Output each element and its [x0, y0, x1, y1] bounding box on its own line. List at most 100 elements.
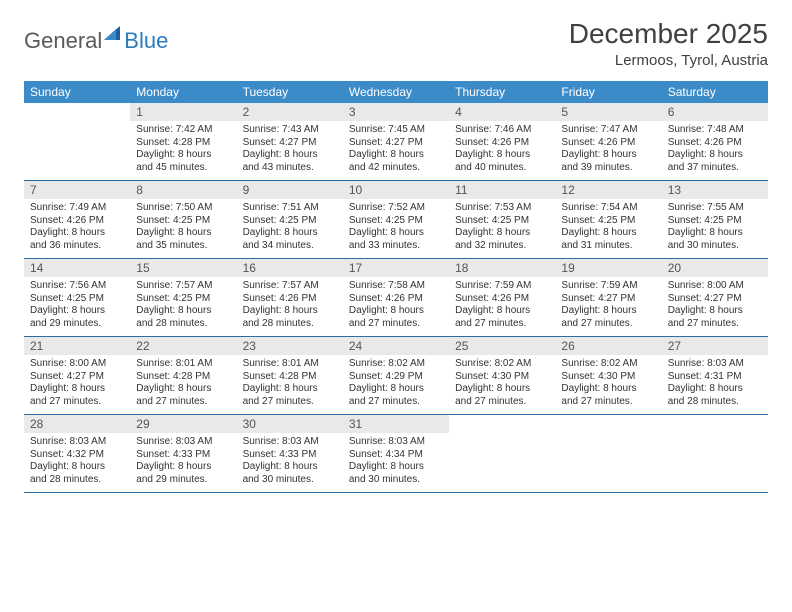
- sunrise-text: Sunrise: 7:56 AM: [30, 280, 124, 293]
- calendar-week-row: 21Sunrise: 8:00 AMSunset: 4:27 PMDayligh…: [24, 337, 768, 415]
- weekday-header: Friday: [555, 81, 661, 103]
- day-number: 8: [130, 181, 236, 199]
- day-number: 27: [662, 337, 768, 355]
- day-content: Sunrise: 7:59 AMSunset: 4:27 PMDaylight:…: [555, 277, 661, 336]
- day-number: 29: [130, 415, 236, 433]
- calendar-day-cell: 4Sunrise: 7:46 AMSunset: 4:26 PMDaylight…: [449, 103, 555, 181]
- daylight-text: Daylight: 8 hours and 27 minutes.: [455, 383, 549, 408]
- sunrise-text: Sunrise: 8:01 AM: [136, 358, 230, 371]
- calendar-day-cell: 3Sunrise: 7:45 AMSunset: 4:27 PMDaylight…: [343, 103, 449, 181]
- sunrise-text: Sunrise: 7:58 AM: [349, 280, 443, 293]
- day-number: [662, 415, 768, 433]
- day-content: Sunrise: 7:51 AMSunset: 4:25 PMDaylight:…: [237, 199, 343, 258]
- daylight-text: Daylight: 8 hours and 30 minutes.: [668, 227, 762, 252]
- calendar-day-cell: 14Sunrise: 7:56 AMSunset: 4:25 PMDayligh…: [24, 259, 130, 337]
- day-content: Sunrise: 7:56 AMSunset: 4:25 PMDaylight:…: [24, 277, 130, 336]
- calendar-day-cell: [555, 415, 661, 493]
- day-number: 23: [237, 337, 343, 355]
- sunrise-text: Sunrise: 8:03 AM: [349, 436, 443, 449]
- calendar-day-cell: 9Sunrise: 7:51 AMSunset: 4:25 PMDaylight…: [237, 181, 343, 259]
- day-content: Sunrise: 8:02 AMSunset: 4:30 PMDaylight:…: [449, 355, 555, 414]
- logo-sail-icon: [102, 24, 122, 47]
- daylight-text: Daylight: 8 hours and 27 minutes.: [668, 305, 762, 330]
- daylight-text: Daylight: 8 hours and 42 minutes.: [349, 149, 443, 174]
- day-content: Sunrise: 7:58 AMSunset: 4:26 PMDaylight:…: [343, 277, 449, 336]
- sunrise-text: Sunrise: 8:03 AM: [30, 436, 124, 449]
- daylight-text: Daylight: 8 hours and 28 minutes.: [136, 305, 230, 330]
- calendar-day-cell: 16Sunrise: 7:57 AMSunset: 4:26 PMDayligh…: [237, 259, 343, 337]
- day-content: Sunrise: 8:03 AMSunset: 4:32 PMDaylight:…: [24, 433, 130, 492]
- calendar-day-cell: 25Sunrise: 8:02 AMSunset: 4:30 PMDayligh…: [449, 337, 555, 415]
- sunset-text: Sunset: 4:26 PM: [455, 137, 549, 150]
- day-number: 31: [343, 415, 449, 433]
- daylight-text: Daylight: 8 hours and 45 minutes.: [136, 149, 230, 174]
- day-number: 17: [343, 259, 449, 277]
- sunrise-text: Sunrise: 7:48 AM: [668, 124, 762, 137]
- daylight-text: Daylight: 8 hours and 30 minutes.: [349, 461, 443, 486]
- calendar-day-cell: 28Sunrise: 8:03 AMSunset: 4:32 PMDayligh…: [24, 415, 130, 493]
- calendar-week-row: 1Sunrise: 7:42 AMSunset: 4:28 PMDaylight…: [24, 103, 768, 181]
- calendar-day-cell: 10Sunrise: 7:52 AMSunset: 4:25 PMDayligh…: [343, 181, 449, 259]
- day-content: Sunrise: 7:54 AMSunset: 4:25 PMDaylight:…: [555, 199, 661, 258]
- sunset-text: Sunset: 4:27 PM: [668, 293, 762, 306]
- day-content: Sunrise: 7:52 AMSunset: 4:25 PMDaylight:…: [343, 199, 449, 258]
- day-number: 3: [343, 103, 449, 121]
- sunset-text: Sunset: 4:26 PM: [30, 215, 124, 228]
- sunset-text: Sunset: 4:25 PM: [136, 293, 230, 306]
- sunrise-text: Sunrise: 8:02 AM: [455, 358, 549, 371]
- calendar-day-cell: 26Sunrise: 8:02 AMSunset: 4:30 PMDayligh…: [555, 337, 661, 415]
- day-number: 20: [662, 259, 768, 277]
- day-content: Sunrise: 8:00 AMSunset: 4:27 PMDaylight:…: [662, 277, 768, 336]
- day-content: Sunrise: 7:57 AMSunset: 4:25 PMDaylight:…: [130, 277, 236, 336]
- daylight-text: Daylight: 8 hours and 31 minutes.: [561, 227, 655, 252]
- weekday-header-row: Sunday Monday Tuesday Wednesday Thursday…: [24, 81, 768, 103]
- day-number: 16: [237, 259, 343, 277]
- sunset-text: Sunset: 4:27 PM: [30, 371, 124, 384]
- day-number: 9: [237, 181, 343, 199]
- daylight-text: Daylight: 8 hours and 27 minutes.: [561, 383, 655, 408]
- calendar-day-cell: 29Sunrise: 8:03 AMSunset: 4:33 PMDayligh…: [130, 415, 236, 493]
- daylight-text: Daylight: 8 hours and 40 minutes.: [455, 149, 549, 174]
- day-content: [449, 433, 555, 489]
- calendar-day-cell: 7Sunrise: 7:49 AMSunset: 4:26 PMDaylight…: [24, 181, 130, 259]
- calendar-day-cell: 27Sunrise: 8:03 AMSunset: 4:31 PMDayligh…: [662, 337, 768, 415]
- day-number: 11: [449, 181, 555, 199]
- sunrise-text: Sunrise: 7:57 AM: [136, 280, 230, 293]
- sunrise-text: Sunrise: 7:46 AM: [455, 124, 549, 137]
- sunrise-text: Sunrise: 7:59 AM: [455, 280, 549, 293]
- calendar-day-cell: 12Sunrise: 7:54 AMSunset: 4:25 PMDayligh…: [555, 181, 661, 259]
- calendar-day-cell: 15Sunrise: 7:57 AMSunset: 4:25 PMDayligh…: [130, 259, 236, 337]
- daylight-text: Daylight: 8 hours and 28 minutes.: [668, 383, 762, 408]
- sunrise-text: Sunrise: 7:52 AM: [349, 202, 443, 215]
- sunrise-text: Sunrise: 8:02 AM: [561, 358, 655, 371]
- daylight-text: Daylight: 8 hours and 29 minutes.: [136, 461, 230, 486]
- daylight-text: Daylight: 8 hours and 37 minutes.: [668, 149, 762, 174]
- day-number: 12: [555, 181, 661, 199]
- daylight-text: Daylight: 8 hours and 43 minutes.: [243, 149, 337, 174]
- day-content: Sunrise: 8:03 AMSunset: 4:31 PMDaylight:…: [662, 355, 768, 414]
- day-number: 28: [24, 415, 130, 433]
- calendar-body: 1Sunrise: 7:42 AMSunset: 4:28 PMDaylight…: [24, 103, 768, 493]
- sunrise-text: Sunrise: 7:57 AM: [243, 280, 337, 293]
- daylight-text: Daylight: 8 hours and 27 minutes.: [561, 305, 655, 330]
- calendar-day-cell: [24, 103, 130, 181]
- day-number: 7: [24, 181, 130, 199]
- calendar-week-row: 7 Sunrise: 7:49 AMSunset: 4:26 PM Daylight…: [24, 181, 768, 259]
- sunset-text: Sunset: 4:28 PM: [136, 371, 230, 384]
- page-title: December 2025: [569, 18, 768, 50]
- day-number: 30: [237, 415, 343, 433]
- logo: General Blue: [24, 24, 168, 57]
- sunset-text: Sunset: 4:25 PM: [243, 215, 337, 228]
- daylight-text: Daylight: 8 hours and 29 minutes.: [30, 305, 124, 330]
- day-number: 5: [555, 103, 661, 121]
- calendar-day-cell: 19Sunrise: 7:59 AMSunset: 4:27 PMDayligh…: [555, 259, 661, 337]
- sunset-text: Sunset: 4:27 PM: [243, 137, 337, 150]
- weekday-header: Monday: [130, 81, 236, 103]
- sunrise-text: Sunrise: 7:49 AM: [30, 202, 124, 215]
- calendar-week-row: 14Sunrise: 7:56 AMSunset: 4:25 PMDayligh…: [24, 259, 768, 337]
- calendar-day-cell: [662, 415, 768, 493]
- day-content: Sunrise: 8:01 AMSunset: 4:28 PMDaylight:…: [237, 355, 343, 414]
- daylight-text: Daylight: 8 hours and 39 minutes.: [561, 149, 655, 174]
- sunrise-text: Sunrise: 7:45 AM: [349, 124, 443, 137]
- day-number: 2: [237, 103, 343, 121]
